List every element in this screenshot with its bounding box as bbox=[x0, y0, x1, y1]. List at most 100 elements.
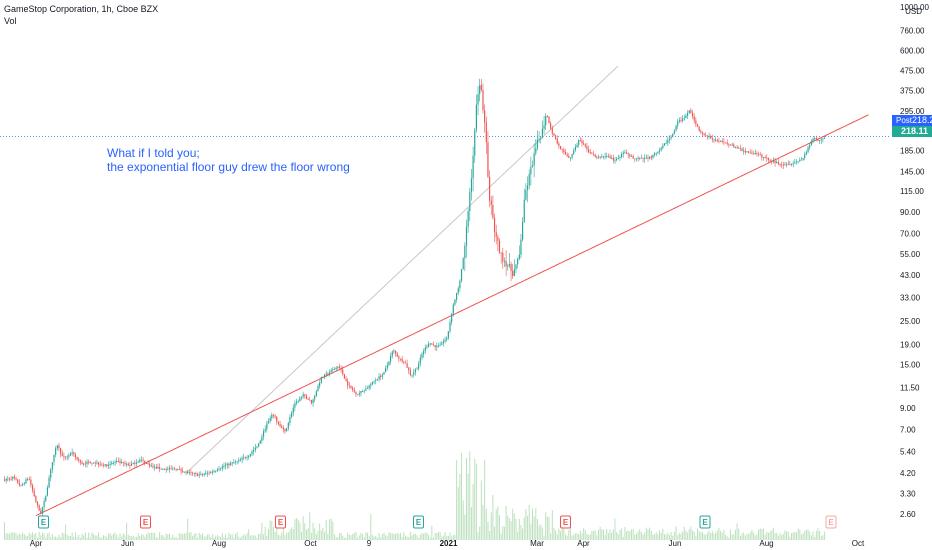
candle-body bbox=[687, 112, 689, 116]
volume-bar bbox=[302, 516, 304, 540]
candle-body bbox=[472, 155, 474, 179]
volume-bar bbox=[50, 537, 52, 540]
candle-body bbox=[637, 158, 639, 159]
candle-body bbox=[154, 466, 156, 468]
volume-bar bbox=[238, 536, 240, 540]
x-tick-label: Jun bbox=[121, 539, 134, 548]
candle-body bbox=[576, 144, 578, 148]
candle-body bbox=[119, 461, 121, 464]
volume-bar bbox=[206, 534, 208, 540]
volume-bar bbox=[500, 533, 502, 540]
volume-bar bbox=[527, 515, 529, 540]
volume-bar bbox=[348, 534, 350, 540]
volume-bar bbox=[456, 460, 458, 540]
volume-bar bbox=[198, 532, 200, 540]
volume-bar bbox=[202, 533, 203, 540]
candle-body bbox=[233, 462, 235, 464]
candle-body bbox=[375, 379, 377, 382]
candle-body bbox=[238, 459, 240, 462]
candle-body bbox=[819, 140, 821, 141]
earnings-marker: E bbox=[38, 515, 49, 529]
candle-body bbox=[170, 468, 172, 469]
volume-bar bbox=[695, 536, 697, 540]
candle-body bbox=[159, 467, 161, 469]
volume-bar bbox=[282, 521, 284, 540]
candle-body bbox=[513, 269, 515, 277]
volume-bar bbox=[758, 529, 760, 540]
candle-body bbox=[122, 462, 124, 463]
candle-body bbox=[302, 394, 304, 397]
candle-body bbox=[60, 448, 62, 454]
candle-body bbox=[187, 471, 189, 474]
candle-body bbox=[683, 118, 685, 119]
volume-bar bbox=[728, 537, 730, 540]
candle-body bbox=[604, 155, 606, 157]
volume-bar bbox=[487, 521, 489, 540]
y-tick-label: 760.00 bbox=[900, 26, 925, 35]
volume-bar bbox=[279, 535, 281, 540]
candle-body bbox=[353, 389, 355, 392]
volume-bar bbox=[185, 533, 187, 540]
candle-body bbox=[352, 387, 354, 390]
candle-body bbox=[439, 344, 441, 346]
volume-bar bbox=[160, 535, 162, 540]
candle-body bbox=[708, 136, 710, 137]
volume-bar bbox=[411, 535, 413, 540]
candle-body bbox=[376, 379, 378, 381]
volume-bar bbox=[494, 526, 496, 540]
candle-body bbox=[807, 147, 809, 153]
volume-bar bbox=[107, 533, 109, 540]
candle-body bbox=[107, 464, 110, 467]
candle-body bbox=[515, 264, 517, 270]
time-axis[interactable]: Apr Jun Aug Oct 9 2021 Mar Apr Jun Aug Oct bbox=[30, 539, 865, 548]
volume-bar bbox=[744, 535, 746, 540]
candle-body bbox=[198, 474, 200, 476]
volume-bar bbox=[149, 533, 151, 540]
volume-bar bbox=[622, 536, 624, 540]
volume-bar bbox=[235, 533, 236, 540]
volume-bar bbox=[467, 473, 469, 540]
volume-bar bbox=[228, 532, 230, 540]
volume-bar bbox=[606, 529, 608, 540]
volume-bar bbox=[436, 532, 438, 540]
volume-bar bbox=[376, 537, 378, 540]
volume-bar bbox=[470, 507, 472, 540]
candle-body bbox=[84, 463, 86, 465]
candle-body bbox=[35, 496, 37, 502]
candle-body bbox=[792, 163, 794, 165]
volume-bar bbox=[213, 537, 215, 540]
symbol-title[interactable]: GameStop Corporation, 1h, Cboe BZX bbox=[4, 4, 159, 14]
candle-body bbox=[73, 452, 75, 455]
price-axis[interactable]: 1000.00 760.00 600.00 475.00 375.00 295.00 185… bbox=[900, 3, 929, 519]
candle-body bbox=[394, 350, 397, 354]
candle-body bbox=[165, 468, 167, 470]
volume-bar bbox=[164, 537, 166, 540]
candle-body bbox=[462, 258, 464, 270]
volume-bar bbox=[659, 530, 661, 540]
candle-body bbox=[591, 153, 593, 154]
candle-body bbox=[418, 363, 420, 369]
candle-body bbox=[307, 398, 309, 400]
candle-body bbox=[228, 463, 230, 466]
volume-bar bbox=[437, 532, 439, 540]
candle-body bbox=[168, 468, 171, 470]
volume-bar bbox=[18, 533, 20, 540]
volume-bar bbox=[81, 533, 83, 540]
volume-bar bbox=[725, 534, 727, 540]
volume-bar bbox=[720, 531, 722, 540]
volume-bar bbox=[190, 532, 192, 540]
volume-bar bbox=[322, 527, 324, 540]
chart-annotation[interactable]: What if I told you; the exponential floo… bbox=[107, 146, 350, 174]
volume-bar bbox=[180, 533, 182, 540]
volume-bar bbox=[607, 533, 609, 540]
candle-body bbox=[409, 370, 411, 375]
candle-body bbox=[319, 382, 321, 387]
candle-body bbox=[112, 462, 114, 464]
candle-body bbox=[36, 501, 39, 506]
candle-body bbox=[429, 343, 431, 345]
volume-indicator-label[interactable]: Vol bbox=[4, 16, 17, 26]
volume-bar bbox=[616, 532, 618, 540]
volume-bar bbox=[334, 534, 335, 540]
